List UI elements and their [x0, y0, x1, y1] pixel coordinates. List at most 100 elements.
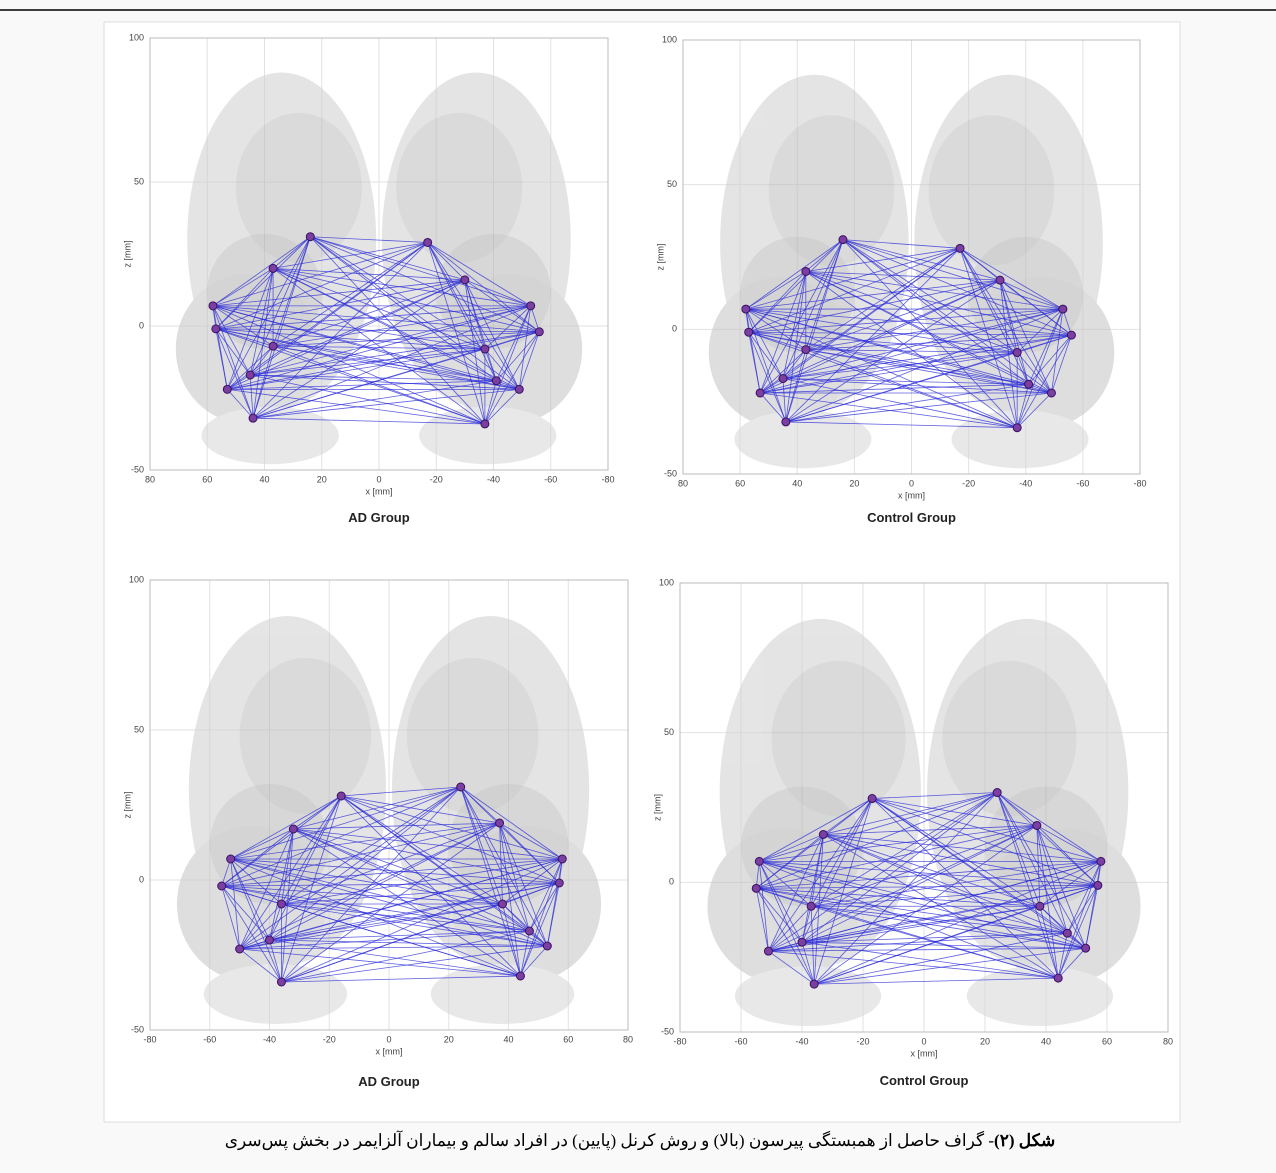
- x-tick-label: -80: [1133, 478, 1146, 488]
- node: [742, 305, 750, 313]
- x-tick-label: -40: [263, 1034, 276, 1044]
- node: [481, 345, 489, 353]
- node: [209, 302, 217, 310]
- y-tick-label: 100: [129, 32, 144, 42]
- x-tick-label: 80: [623, 1034, 633, 1044]
- x-axis-label: x [mm]: [898, 490, 925, 500]
- node: [246, 371, 254, 379]
- node: [956, 244, 964, 252]
- x-tick-label: -80: [143, 1034, 156, 1044]
- node: [223, 385, 231, 393]
- panel-title: Control Group: [880, 1073, 969, 1088]
- node: [337, 792, 345, 800]
- y-tick-label: -50: [131, 464, 144, 474]
- cerebellum: [951, 410, 1088, 468]
- y-axis-label: z [mm]: [122, 241, 132, 268]
- node: [802, 346, 810, 354]
- x-tick-label: -40: [1019, 478, 1032, 488]
- y-tick-label: 100: [659, 577, 674, 587]
- node: [269, 342, 277, 350]
- node: [496, 819, 504, 827]
- x-tick-label: 20: [317, 474, 327, 484]
- x-tick-label: 40: [503, 1034, 513, 1044]
- x-tick-label: 40: [792, 478, 802, 488]
- x-tick-label: -40: [795, 1036, 808, 1046]
- x-tick-label: -20: [962, 478, 975, 488]
- node: [555, 879, 563, 887]
- x-tick-label: 60: [563, 1034, 573, 1044]
- caption-text: - گراف حاصل از همبستگی پیرسون (بالا) و ر…: [225, 1129, 995, 1151]
- node: [1097, 857, 1105, 865]
- node: [1067, 331, 1075, 339]
- x-tick-label: 20: [849, 478, 859, 488]
- node: [277, 978, 285, 986]
- node: [543, 942, 551, 950]
- x-tick-label: 0: [386, 1034, 391, 1044]
- y-tick-label: -50: [131, 1024, 144, 1034]
- node: [1013, 424, 1021, 432]
- node: [269, 264, 277, 272]
- y-tick-label: 0: [672, 324, 677, 334]
- y-tick-label: 50: [667, 179, 677, 189]
- node: [516, 972, 524, 980]
- node: [457, 783, 465, 791]
- node: [266, 936, 274, 944]
- node: [1094, 881, 1102, 889]
- x-tick-label: 0: [921, 1036, 926, 1046]
- x-tick-label: 60: [202, 474, 212, 484]
- node: [525, 927, 533, 935]
- node: [764, 947, 772, 955]
- node: [1059, 305, 1067, 313]
- node: [810, 980, 818, 988]
- x-tick-label: 20: [980, 1036, 990, 1046]
- x-tick-label: 80: [145, 474, 155, 484]
- node: [807, 902, 815, 910]
- node: [1025, 380, 1033, 388]
- node: [249, 414, 257, 422]
- x-tick-label: 20: [444, 1034, 454, 1044]
- node: [779, 375, 787, 383]
- node: [1013, 348, 1021, 356]
- cerebellum: [419, 407, 556, 465]
- x-axis-label: x [mm]: [366, 486, 393, 496]
- x-axis-label: x [mm]: [911, 1048, 938, 1058]
- y-axis-label: z [mm]: [652, 794, 662, 821]
- x-tick-label: -80: [673, 1036, 686, 1046]
- node: [819, 830, 827, 838]
- x-tick-label: 60: [735, 478, 745, 488]
- node: [461, 276, 469, 284]
- x-tick-label: 0: [909, 478, 914, 488]
- node: [227, 855, 235, 863]
- x-tick-label: 60: [1102, 1036, 1112, 1046]
- x-tick-label: -60: [734, 1036, 747, 1046]
- node: [839, 236, 847, 244]
- x-tick-label: -20: [323, 1034, 336, 1044]
- y-tick-label: -50: [664, 468, 677, 478]
- node: [499, 900, 507, 908]
- node: [236, 945, 244, 953]
- figure-page: شکل (۲)- گراف حاصل از همبستگی پیرسون (با…: [0, 0, 1276, 1173]
- node: [868, 795, 876, 803]
- node: [218, 882, 226, 890]
- x-tick-label: -40: [487, 474, 500, 484]
- x-tick-label: 80: [678, 478, 688, 488]
- y-tick-label: -50: [661, 1026, 674, 1036]
- node: [996, 276, 1004, 284]
- node: [1033, 821, 1041, 829]
- node: [798, 938, 806, 946]
- node: [782, 418, 790, 426]
- x-tick-label: 0: [376, 474, 381, 484]
- x-tick-label: -20: [430, 474, 443, 484]
- y-tick-label: 50: [134, 176, 144, 186]
- cerebellum: [967, 966, 1113, 1026]
- node: [527, 302, 535, 310]
- node: [424, 238, 432, 246]
- node: [993, 789, 1001, 797]
- y-tick-label: 50: [664, 727, 674, 737]
- caption: شکل (۲)- گراف حاصل از همبستگی پیرسون (با…: [225, 1129, 1056, 1151]
- x-tick-label: -80: [601, 474, 614, 484]
- y-tick-label: 0: [139, 320, 144, 330]
- x-axis-label: x [mm]: [376, 1046, 403, 1056]
- y-tick-label: 100: [129, 574, 144, 584]
- cerebellum: [431, 964, 574, 1024]
